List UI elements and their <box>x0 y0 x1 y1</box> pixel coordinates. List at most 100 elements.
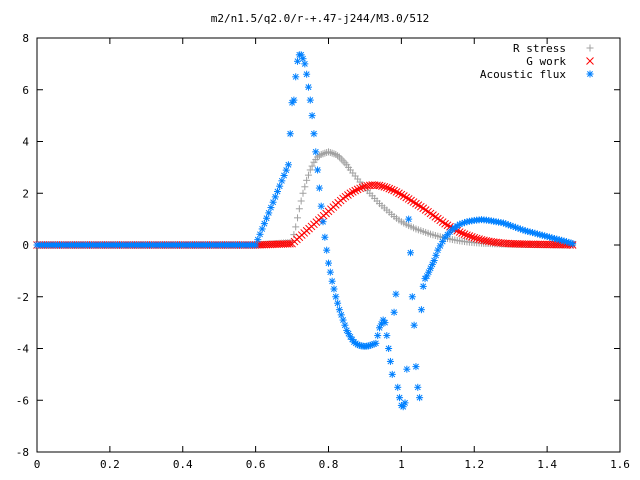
data-point <box>463 231 471 240</box>
data-point <box>299 55 307 63</box>
data-point <box>301 60 309 68</box>
data-point <box>381 319 389 327</box>
data-point <box>378 182 386 191</box>
data-point <box>315 184 323 192</box>
data-point <box>439 238 447 246</box>
data-point <box>319 150 327 158</box>
data-point <box>436 242 444 250</box>
data-point <box>325 148 332 156</box>
data-point <box>326 268 334 276</box>
data-point <box>314 153 322 161</box>
data-point <box>386 357 394 365</box>
data-point <box>465 232 474 240</box>
data-point <box>317 150 325 158</box>
y-tick-label: -4 <box>16 343 30 356</box>
data-point <box>276 182 284 190</box>
y-tick-label: -2 <box>16 291 29 304</box>
data-point <box>330 285 338 293</box>
data-point <box>271 193 279 201</box>
data-point <box>267 204 275 212</box>
data-point <box>375 181 384 190</box>
data-point <box>387 185 396 194</box>
data-point <box>419 282 427 290</box>
data-point <box>286 239 294 248</box>
series-g-work <box>33 181 577 249</box>
data-point <box>295 205 303 213</box>
data-point <box>334 152 342 160</box>
chart-title: m2/n1.5/q2.0/r-+.47-j244/M3.0/512 <box>211 12 430 25</box>
data-point <box>395 189 403 198</box>
data-point <box>416 394 424 402</box>
data-point <box>396 394 404 402</box>
data-point <box>265 209 273 217</box>
y-tick-label: 2 <box>22 187 29 200</box>
y-tick-label: 4 <box>22 136 29 149</box>
data-point <box>408 293 416 301</box>
series-acoustic-flux <box>33 51 577 411</box>
data-point <box>310 130 318 138</box>
data-point <box>314 166 322 174</box>
data-point <box>475 235 483 243</box>
data-point <box>403 365 411 373</box>
data-point <box>401 399 409 407</box>
data-point <box>328 277 336 285</box>
data-point <box>319 218 327 226</box>
legend-marker <box>586 44 594 52</box>
data-point <box>405 215 413 223</box>
data-point <box>312 148 320 156</box>
data-point <box>399 192 408 200</box>
data-point <box>341 159 349 167</box>
x-tick-label: 0.8 <box>319 458 339 471</box>
data-point <box>351 186 360 195</box>
data-point <box>294 214 302 222</box>
y-tick-label: -6 <box>16 394 29 407</box>
data-point <box>273 188 281 196</box>
data-point <box>256 230 264 238</box>
data-point <box>260 220 268 228</box>
data-point <box>410 321 418 329</box>
data-point <box>470 233 479 242</box>
data-point <box>397 190 406 199</box>
x-tick-label: 1 <box>398 458 405 471</box>
data-point <box>252 241 260 249</box>
x-tick-label: 0.2 <box>100 458 120 471</box>
data-point <box>346 189 355 198</box>
data-point <box>306 166 314 174</box>
data-point <box>353 185 362 194</box>
data-point <box>374 332 382 340</box>
data-point <box>303 176 311 184</box>
data-point <box>263 214 271 222</box>
data-point <box>317 202 325 210</box>
data-point <box>294 57 302 65</box>
data-point <box>335 306 343 314</box>
data-point <box>402 193 411 202</box>
data-point <box>432 251 440 259</box>
x-tick-label: 1.4 <box>537 458 557 471</box>
data-point <box>292 223 300 231</box>
data-point <box>428 260 436 268</box>
data-point <box>385 184 394 193</box>
data-point <box>290 96 298 104</box>
data-point <box>303 70 311 78</box>
data-point <box>356 184 364 193</box>
data-point <box>383 332 391 340</box>
data-point <box>292 73 300 81</box>
data-point <box>282 166 290 174</box>
y-tick-label: 0 <box>22 239 29 252</box>
data-point <box>392 290 400 298</box>
data-point <box>382 183 391 192</box>
data-point <box>337 155 345 163</box>
data-point <box>441 219 449 228</box>
series-layer <box>33 51 577 411</box>
data-point <box>406 249 414 257</box>
data-point <box>258 225 266 233</box>
legend-label: G work <box>526 55 566 68</box>
data-point <box>269 198 277 206</box>
data-point <box>339 316 347 324</box>
data-point <box>477 235 486 244</box>
data-point <box>569 240 577 248</box>
data-point <box>254 236 262 244</box>
data-point <box>380 183 389 191</box>
data-point <box>301 183 309 191</box>
